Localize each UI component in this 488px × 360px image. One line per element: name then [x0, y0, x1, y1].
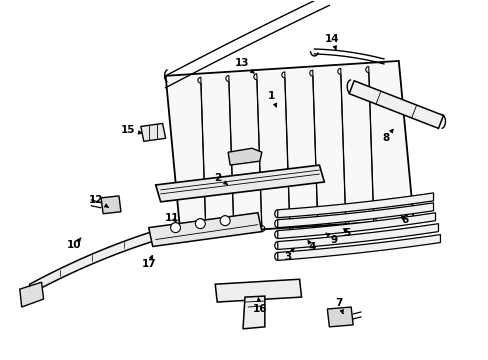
- Polygon shape: [20, 282, 43, 307]
- Text: 2: 2: [214, 173, 227, 184]
- Circle shape: [220, 216, 230, 226]
- Polygon shape: [228, 148, 262, 165]
- Text: 11: 11: [165, 213, 180, 223]
- Polygon shape: [243, 296, 264, 329]
- Text: 13: 13: [234, 58, 254, 73]
- Polygon shape: [277, 213, 435, 239]
- Polygon shape: [155, 165, 324, 202]
- Text: 8: 8: [382, 129, 392, 143]
- Polygon shape: [165, 61, 413, 235]
- Text: 15: 15: [121, 125, 142, 135]
- Text: 1: 1: [267, 91, 276, 107]
- Text: 17: 17: [141, 256, 156, 269]
- Text: 6: 6: [400, 215, 407, 225]
- Circle shape: [170, 223, 180, 233]
- Text: 16: 16: [252, 298, 266, 314]
- Polygon shape: [141, 123, 165, 141]
- Text: 9: 9: [325, 233, 337, 244]
- Polygon shape: [148, 213, 262, 247]
- Text: 3: 3: [284, 248, 293, 262]
- Text: 14: 14: [325, 34, 339, 50]
- Polygon shape: [277, 193, 433, 218]
- Polygon shape: [326, 307, 352, 327]
- Text: 4: 4: [307, 240, 316, 252]
- Polygon shape: [215, 279, 301, 302]
- Text: 5: 5: [343, 228, 350, 238]
- Polygon shape: [277, 203, 433, 228]
- Text: 10: 10: [67, 238, 81, 251]
- Polygon shape: [101, 196, 121, 214]
- Text: 7: 7: [335, 298, 343, 314]
- Polygon shape: [277, 224, 438, 249]
- Polygon shape: [348, 81, 443, 129]
- Circle shape: [195, 219, 205, 229]
- Polygon shape: [277, 235, 440, 260]
- Polygon shape: [30, 230, 158, 294]
- Text: 12: 12: [89, 195, 108, 207]
